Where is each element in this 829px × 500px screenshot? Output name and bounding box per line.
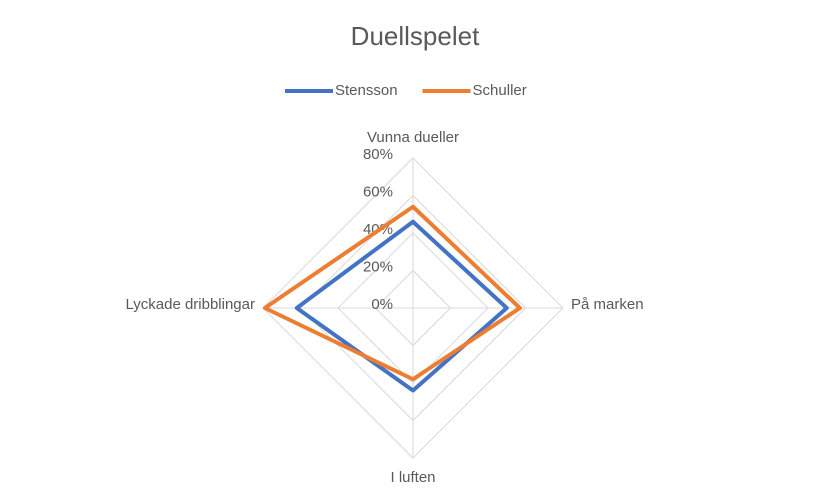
r-tick-label: 60%: [363, 183, 393, 200]
r-tick-label: 0%: [371, 296, 393, 313]
legend-label: Schuller: [473, 82, 527, 99]
series-line: [262, 204, 522, 382]
r-tick-label: 20%: [363, 258, 393, 275]
r-tick-label: 80%: [363, 146, 393, 163]
category-label: Lyckade dribblingar: [125, 296, 255, 313]
category-label: I luften: [390, 469, 435, 486]
series-line: [294, 219, 509, 393]
chart-title: Duellspelet: [351, 21, 480, 51]
category-label: På marken: [571, 296, 644, 313]
legend-label: Stensson: [335, 82, 398, 99]
category-label: Vunna dueller: [367, 129, 459, 146]
